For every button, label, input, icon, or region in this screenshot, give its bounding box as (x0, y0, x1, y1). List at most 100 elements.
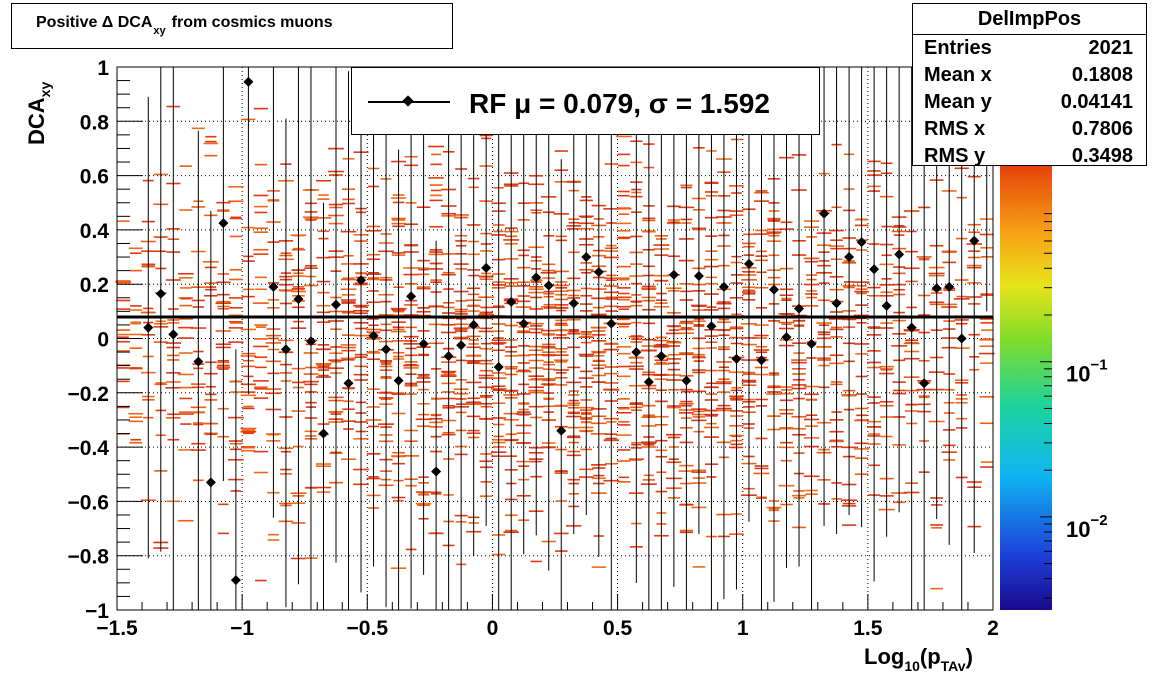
histogram-cell (253, 231, 269, 233)
data-point (593, 266, 604, 277)
histogram-cell (930, 524, 944, 526)
histogram-cell (178, 318, 193, 320)
x-axis-label-end: ) (965, 644, 973, 669)
histogram-cell (253, 380, 269, 382)
histogram-cell (254, 388, 268, 390)
histogram-cell (229, 268, 243, 271)
histogram-cell (255, 366, 267, 369)
histogram-cell (617, 424, 631, 426)
histogram-cell (129, 333, 143, 336)
histogram-cell (229, 278, 243, 281)
data-point (518, 318, 529, 329)
histogram-cell (179, 304, 193, 307)
data-point (869, 264, 880, 275)
histogram-cell (228, 341, 244, 343)
legend-box: RF μ = 0.079, σ = 1.592 (351, 67, 820, 135)
histogram-cell (430, 194, 443, 197)
histogram-cell (178, 352, 193, 354)
histogram-cell (253, 253, 269, 255)
histogram-cell (616, 265, 631, 268)
histogram-cell (430, 163, 442, 166)
histogram-cell (242, 407, 255, 410)
histogram-cell (179, 165, 192, 167)
stats-title: DelImpPos (977, 8, 1082, 30)
histogram-cell (253, 450, 269, 453)
histogram-cell (979, 345, 994, 348)
data-point (268, 281, 279, 292)
data-point (331, 299, 341, 310)
y-tick-label: 1 (97, 57, 109, 80)
y-tick-label: 0 (97, 329, 109, 352)
histogram-cell (616, 222, 632, 225)
axis-tick-labels: −1.5 −1 −0.5 0 0.5 1 1.5 2−1−0.8−0.6−0.4−0.200.… (68, 57, 999, 640)
data-point (919, 378, 930, 389)
data-point (506, 296, 517, 307)
histogram-cell (178, 326, 194, 329)
stat-key: RMS y (924, 145, 986, 167)
histogram-cell (617, 398, 630, 400)
data-point (756, 355, 767, 366)
histogram-cell (242, 446, 255, 449)
data-point (230, 575, 241, 586)
histogram-cell (617, 318, 630, 321)
histogram-cell (241, 446, 256, 448)
x-tick-label: 0 (487, 617, 499, 640)
histogram-cell (617, 277, 630, 280)
histogram-cell (617, 298, 630, 301)
histogram-cell (618, 213, 630, 215)
y-tick-label: 0.4 (80, 220, 110, 243)
histogram-cell (615, 434, 632, 436)
histogram-cell (980, 338, 994, 341)
histogram-cell (254, 276, 267, 279)
histogram-cell (429, 184, 443, 186)
histogram-cell (429, 225, 443, 228)
histogram-cell (179, 397, 193, 400)
histogram-cell (128, 420, 143, 423)
histogram-cell (177, 373, 194, 376)
data-point (956, 333, 967, 344)
data-point (656, 351, 667, 362)
data-point (493, 362, 504, 373)
colorbar-tick-label: 10−1 (1066, 357, 1108, 387)
histogram-cell (252, 302, 269, 304)
histogram-cell (116, 364, 131, 366)
data-point (681, 375, 692, 386)
y-tick-label: 0.8 (80, 111, 110, 134)
histogram-cell (129, 416, 143, 419)
histogram-cell (618, 420, 630, 423)
data-point (543, 280, 554, 291)
histogram-cell (217, 532, 229, 535)
data-point (806, 338, 817, 349)
histogram-cell (203, 142, 219, 145)
histogram-cell (431, 153, 442, 156)
data-point (356, 275, 367, 286)
histogram-cell (178, 337, 194, 339)
histogram-cell (130, 322, 142, 325)
stat-key: RMS x (924, 118, 986, 140)
x-tick-label: 0.5 (603, 617, 633, 640)
x-tick-label: −1 (230, 617, 254, 640)
y-tick-label: −1 (85, 600, 109, 623)
colorbar (1000, 160, 1052, 610)
data-point (606, 318, 617, 329)
stat-value: 2021 (1088, 37, 1134, 59)
histogram-cell (979, 318, 994, 320)
data-point (706, 321, 717, 332)
histogram-cell (618, 164, 630, 167)
histogram-cell (178, 449, 194, 451)
histogram-cell (230, 322, 242, 324)
stat-value: 0.3498 (1071, 145, 1133, 167)
stat-key: Entries (924, 37, 992, 59)
histogram-cell (616, 305, 632, 308)
histogram-cell (618, 476, 630, 479)
plot-title: Positive Δ DCAxy from cosmics muons (36, 14, 333, 37)
data-point (343, 378, 354, 389)
histogram-cell (242, 432, 254, 435)
data-point (831, 298, 842, 309)
histogram-cell (429, 199, 443, 202)
histogram-cell (980, 461, 993, 463)
histogram-cell (981, 329, 993, 331)
histogram-cell (116, 220, 130, 222)
histogram-cell (116, 281, 131, 284)
histogram-cell (253, 248, 269, 251)
